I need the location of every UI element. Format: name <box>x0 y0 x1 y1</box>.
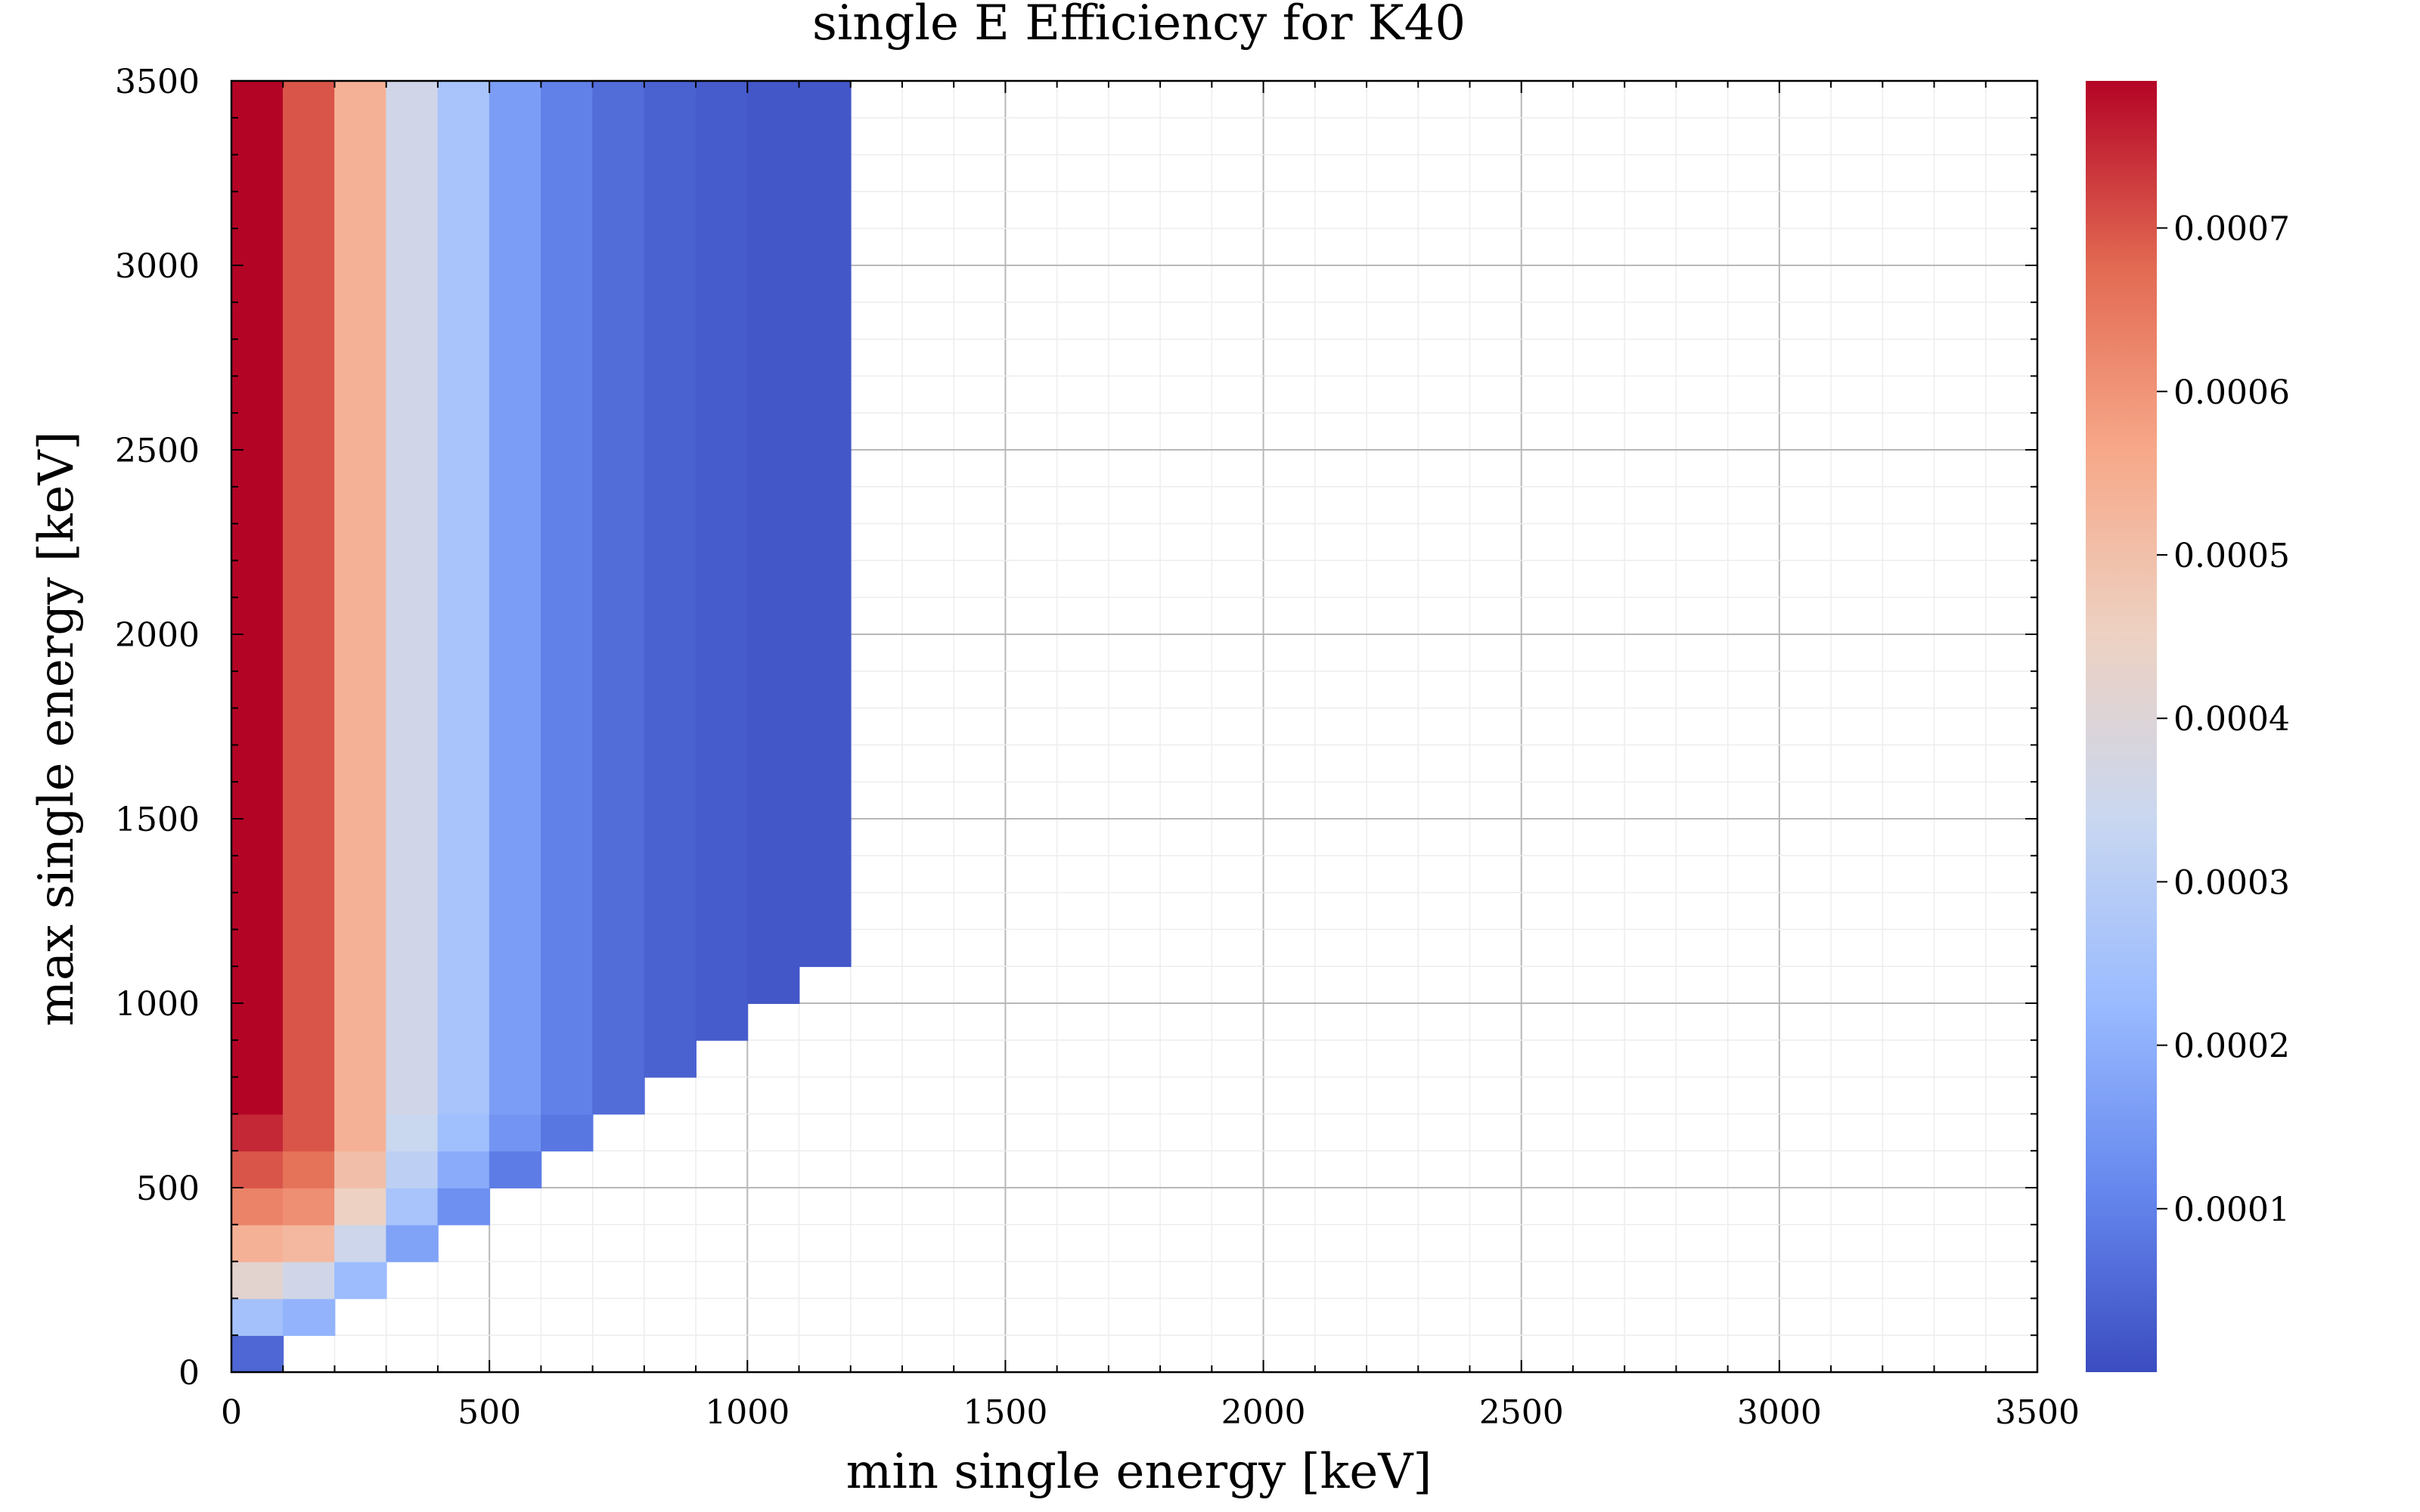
y-tick-label: 2500 <box>115 432 200 470</box>
x-tick-label: 3500 <box>1995 1393 2080 1432</box>
axes: 0 500 1000 1500 2000 2500 3000 3500 0 500 1000 1500… <box>115 63 2080 1432</box>
y-axis-label: max single energy [keV] <box>29 431 85 1026</box>
heatmap-cell <box>231 1298 284 1337</box>
colorbar-ticks: 0.0001 0.0002 0.0003 0.0004 0.0005 0.0006 0.00… <box>2157 210 2290 1229</box>
heatmap-cell <box>334 1187 387 1225</box>
heatmap-cell <box>282 1298 336 1337</box>
x-tick-label: 1000 <box>705 1393 790 1432</box>
y-tick-label: 3000 <box>115 247 200 286</box>
colorbar-tick-label: 0.0005 <box>2173 537 2290 575</box>
heatmap-cell <box>282 1224 336 1263</box>
x-tick-label: 2500 <box>1479 1393 1564 1432</box>
heatmap-cell <box>437 1114 491 1152</box>
heatmap-cell <box>695 80 749 1041</box>
colorbar-tick-label: 0.0003 <box>2173 863 2290 902</box>
colorbar-tick-label: 0.0002 <box>2173 1027 2290 1066</box>
heatmap-cell <box>437 1150 491 1188</box>
heatmap-cell <box>334 80 387 1152</box>
heatmap-cell <box>282 1261 336 1300</box>
x-tick-label: 3000 <box>1737 1393 1822 1432</box>
colorbar <box>2086 81 2157 1372</box>
heatmap-cell <box>386 1150 439 1188</box>
heatmap-cell <box>231 1114 284 1152</box>
heatmap-cell <box>541 1114 594 1152</box>
heatmap-cell <box>437 80 491 1115</box>
heatmap-cell <box>746 80 800 1004</box>
heatmap-cell <box>231 1334 284 1373</box>
x-axis-label: min single energy [keV] <box>846 1444 1432 1500</box>
chart-title: single E Efficiency for K40 <box>812 0 1466 51</box>
heatmap-cell <box>541 80 594 1115</box>
colorbar-tick-label: 0.0001 <box>2173 1191 2290 1229</box>
heatmap-cell <box>592 80 645 1115</box>
x-tick-label: 0 <box>221 1393 242 1432</box>
heatmap-cell <box>231 1187 284 1225</box>
heatmap-cell <box>231 1224 284 1263</box>
heatmap-cell <box>334 1261 387 1300</box>
heatmap-cell <box>282 1150 336 1188</box>
heatmap-cell <box>489 80 542 1115</box>
heatmap-cell <box>799 80 852 968</box>
y-tick-label: 1000 <box>115 985 200 1024</box>
heatmap-cells <box>231 80 852 1373</box>
heatmap-cell <box>334 1150 387 1188</box>
x-tick-label: 1500 <box>963 1393 1047 1432</box>
heatmap-cell <box>282 80 336 1152</box>
heatmap-cell <box>231 80 284 1115</box>
x-tick-label: 2000 <box>1221 1393 1306 1432</box>
heatmap-cell <box>437 1187 491 1225</box>
heatmap-cell <box>386 1187 439 1225</box>
y-tick-label: 3500 <box>115 63 200 101</box>
plot-frame <box>230 79 2039 1374</box>
heatmap-cell <box>386 1224 439 1263</box>
y-tick-label: 1500 <box>115 801 200 839</box>
colorbar-tick-label: 0.0007 <box>2173 210 2290 249</box>
heatmap-cell <box>489 1114 542 1152</box>
y-tick-label: 0 <box>178 1354 200 1393</box>
heatmap-cell <box>489 1150 542 1188</box>
heatmap-cell <box>386 1114 439 1152</box>
heatmap-cell <box>231 1261 284 1300</box>
heatmap-cell <box>386 80 439 1115</box>
colorbar-tick-label: 0.0006 <box>2173 373 2290 412</box>
y-tick-label: 500 <box>136 1170 200 1208</box>
heatmap-cell <box>334 1224 387 1263</box>
colorbar-tick-label: 0.0004 <box>2173 700 2290 739</box>
x-tick-label: 500 <box>458 1393 521 1432</box>
heatmap-cell <box>644 80 697 1078</box>
y-tick-label: 2000 <box>115 616 200 655</box>
heatmap-cell <box>231 1150 284 1188</box>
heatmap-cell <box>282 1187 336 1225</box>
